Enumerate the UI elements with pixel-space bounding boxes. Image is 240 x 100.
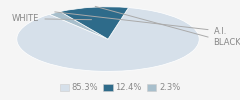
Text: A.I.: A.I.	[55, 12, 227, 36]
Wedge shape	[60, 7, 128, 39]
Wedge shape	[17, 8, 199, 71]
Wedge shape	[49, 12, 108, 39]
Text: BLACK: BLACK	[95, 6, 240, 47]
Legend: 85.3%, 12.4%, 2.3%: 85.3%, 12.4%, 2.3%	[56, 80, 184, 96]
Text: WHITE: WHITE	[12, 14, 91, 23]
